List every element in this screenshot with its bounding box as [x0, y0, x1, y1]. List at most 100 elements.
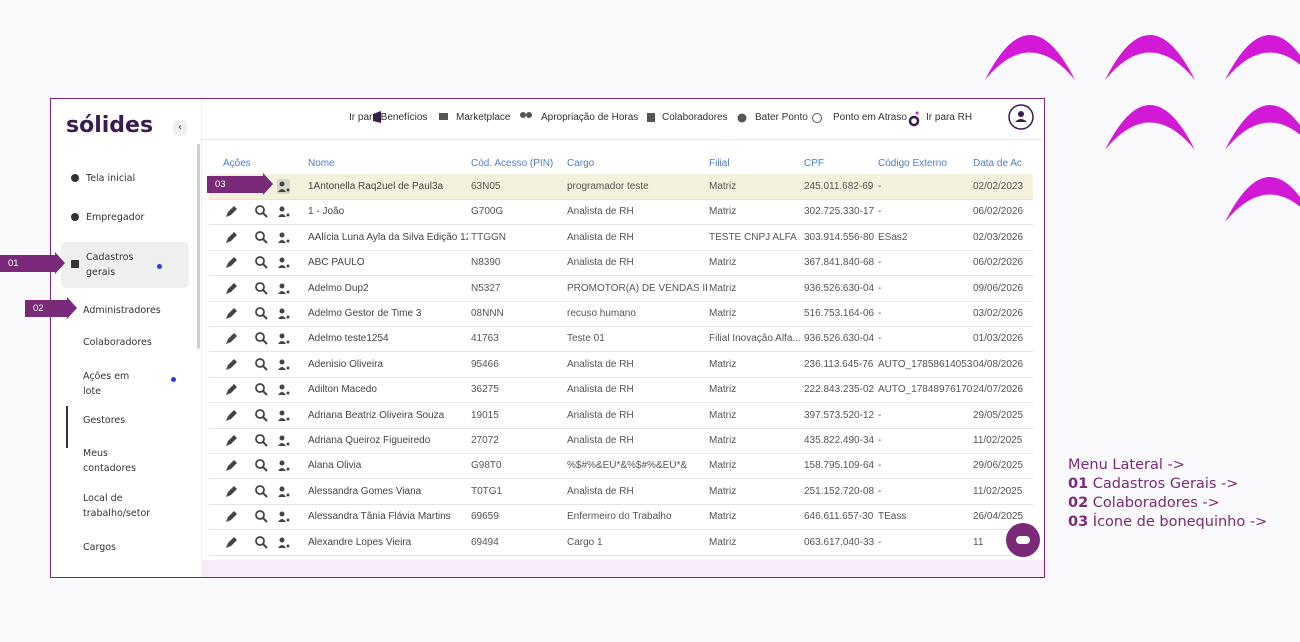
table-cell: 03/02/2026 [973, 308, 1024, 319]
badge-dot [157, 264, 162, 269]
table-cell: 158.795.109-64 [804, 460, 875, 472]
nav-link[interactable]: Ponto em Atraso [833, 112, 907, 123]
table-cell: 06/02/2026 [973, 206, 1024, 218]
table-cell: 222.843.235-02 [804, 384, 875, 396]
table-cell: 11/02/2025 [973, 485, 1023, 497]
table-cell: - [878, 333, 882, 345]
step-text: Cadastros Gerais -> [1092, 476, 1239, 492]
nav-link[interactable]: Ir para Benefícios [349, 112, 428, 123]
table-cell: G700G [471, 206, 504, 218]
footer-strip [201, 560, 1044, 577]
table-cell: - [878, 460, 882, 472]
logo: sólides [66, 113, 154, 138]
row-actions[interactable] [209, 301, 299, 326]
table-row: 1Antonella Raq2uel de Paul3a 63N05 program… [209, 174, 1033, 200]
menu-item[interactable]: Cadastros gerais [86, 252, 134, 278]
table-cell: AUTO_1785861405394 [878, 358, 973, 370]
table-cell: 69494 [471, 536, 499, 548]
table-cell: - [878, 435, 882, 446]
table-cell: TESTE CNPJ ALFA [709, 231, 797, 243]
row-actions[interactable] [209, 428, 299, 453]
table-cell: 435.822.490-34 [804, 435, 875, 446]
step-number: 02 [1068, 495, 1089, 511]
row-actions[interactable] [209, 326, 299, 351]
menu-item[interactable]: Empregador [86, 212, 145, 223]
menu-item[interactable]: Tela inicial [86, 173, 136, 184]
table-cell: - [878, 282, 882, 294]
annotation-line: 03 Ícone de bonequinho -> [1068, 513, 1267, 532]
row-actions[interactable] [209, 276, 299, 301]
table-cell: 06/02/2026 [973, 257, 1024, 269]
step-number: 03 [1068, 514, 1089, 530]
table-cell: Enfermeiro do Trabalho [567, 511, 672, 523]
table-cell: Alexandre Lopes Vieira [308, 536, 412, 548]
table-cell: Analista de RH [567, 206, 634, 218]
table-cell: 646.611.657-30 [804, 511, 874, 523]
table-cell: 936.526.630-04 [804, 333, 875, 345]
row-actions[interactable] [209, 352, 299, 377]
row-actions[interactable] [209, 453, 299, 478]
step-text: Ícone de bonequinho -> [1092, 514, 1268, 530]
menu-icon [71, 260, 79, 268]
table-cell: N5327 [471, 282, 501, 294]
nav-link[interactable]: Apropriação de Horas [541, 112, 639, 123]
row-actions[interactable] [209, 403, 299, 428]
table-row: ABC PAULO N8390 Analista de RH Matriz 367.84… [209, 250, 1033, 277]
table-row: Adilton Macedo 36275 Analista de RH Matriz 2… [209, 377, 1033, 404]
nav-link[interactable]: Marketplace [456, 112, 511, 123]
row-actions[interactable] [209, 199, 299, 224]
menu-item[interactable]: Cargos [83, 542, 116, 553]
column-header: Código Externo [878, 158, 947, 169]
table-cell: 1 - João [308, 206, 345, 218]
row-actions[interactable] [209, 479, 299, 504]
table-cell: 08NNN [471, 308, 504, 319]
menu-item[interactable]: Ações em lote [83, 371, 130, 397]
chat-button[interactable] [1006, 523, 1040, 557]
table-cell: N8390 [471, 257, 501, 269]
table-row: Adriana Beatriz Oliveira Souza 19015 Anali… [209, 403, 1033, 429]
topbar-icons [373, 104, 1034, 130]
row-actions[interactable] [209, 174, 299, 199]
active-group [61, 242, 189, 288]
table-row: Adenisio Oliveira 95466 Analista de RH Matr… [209, 352, 1033, 378]
table-cell: 251.152.720-08 [804, 485, 875, 497]
menu-item[interactable]: Administradores [83, 305, 161, 316]
table-cell: Matriz [709, 358, 737, 370]
row-actions[interactable] [209, 504, 299, 529]
screenshot: sólides ‹ Tela inicial Empregador Cadastro… [50, 98, 1045, 578]
column-header: Filial [709, 158, 730, 169]
table-cell: ABC PAULO [308, 257, 365, 269]
row-actions[interactable] [209, 250, 299, 275]
menu-icon [71, 174, 79, 182]
table-cell: TTGGN [471, 231, 506, 243]
badge-dot [171, 377, 176, 382]
table-cell: Matriz [709, 308, 737, 319]
table-cell: 24/07/2026 [973, 384, 1024, 396]
table-cell: recuso humano [567, 308, 636, 319]
table-cell: Matriz [709, 181, 737, 192]
column-header: Cargo [567, 158, 595, 169]
table-cell: Matriz [709, 384, 737, 396]
nav-link[interactable]: Colaboradores [662, 112, 728, 123]
menu-icon [71, 213, 79, 221]
table-row: Alana Olivia G98T0 %$#%&ÉÜ*&%$#%&ÉÜ*& Matri… [209, 453, 1033, 480]
menu-item[interactable]: Local de trabalho/setor [83, 493, 151, 519]
menu-item[interactable]: Gestores [83, 415, 126, 426]
row-actions[interactable] [209, 377, 299, 402]
collapse-button[interactable]: ‹ [173, 121, 187, 135]
column-header: Nome [308, 158, 335, 169]
row-actions[interactable] [209, 530, 299, 555]
nav-link[interactable]: Bater Ponto [755, 112, 808, 123]
menu-item[interactable]: Meus contadores [83, 448, 136, 474]
row-actions[interactable] [209, 225, 299, 250]
table-cell: Matriz [709, 485, 737, 497]
table-cell: - [878, 181, 882, 192]
menu-item[interactable]: Colaboradores [83, 337, 152, 348]
table-cell: 04/08/2026 [973, 358, 1024, 370]
nav-link[interactable]: Ir para RH [926, 112, 973, 123]
table-cell: 63N05 [471, 181, 501, 192]
column-header: CPF [804, 158, 824, 169]
table-row: 1 - João G700G Analista de RH Matriz 302.725… [209, 199, 1033, 226]
